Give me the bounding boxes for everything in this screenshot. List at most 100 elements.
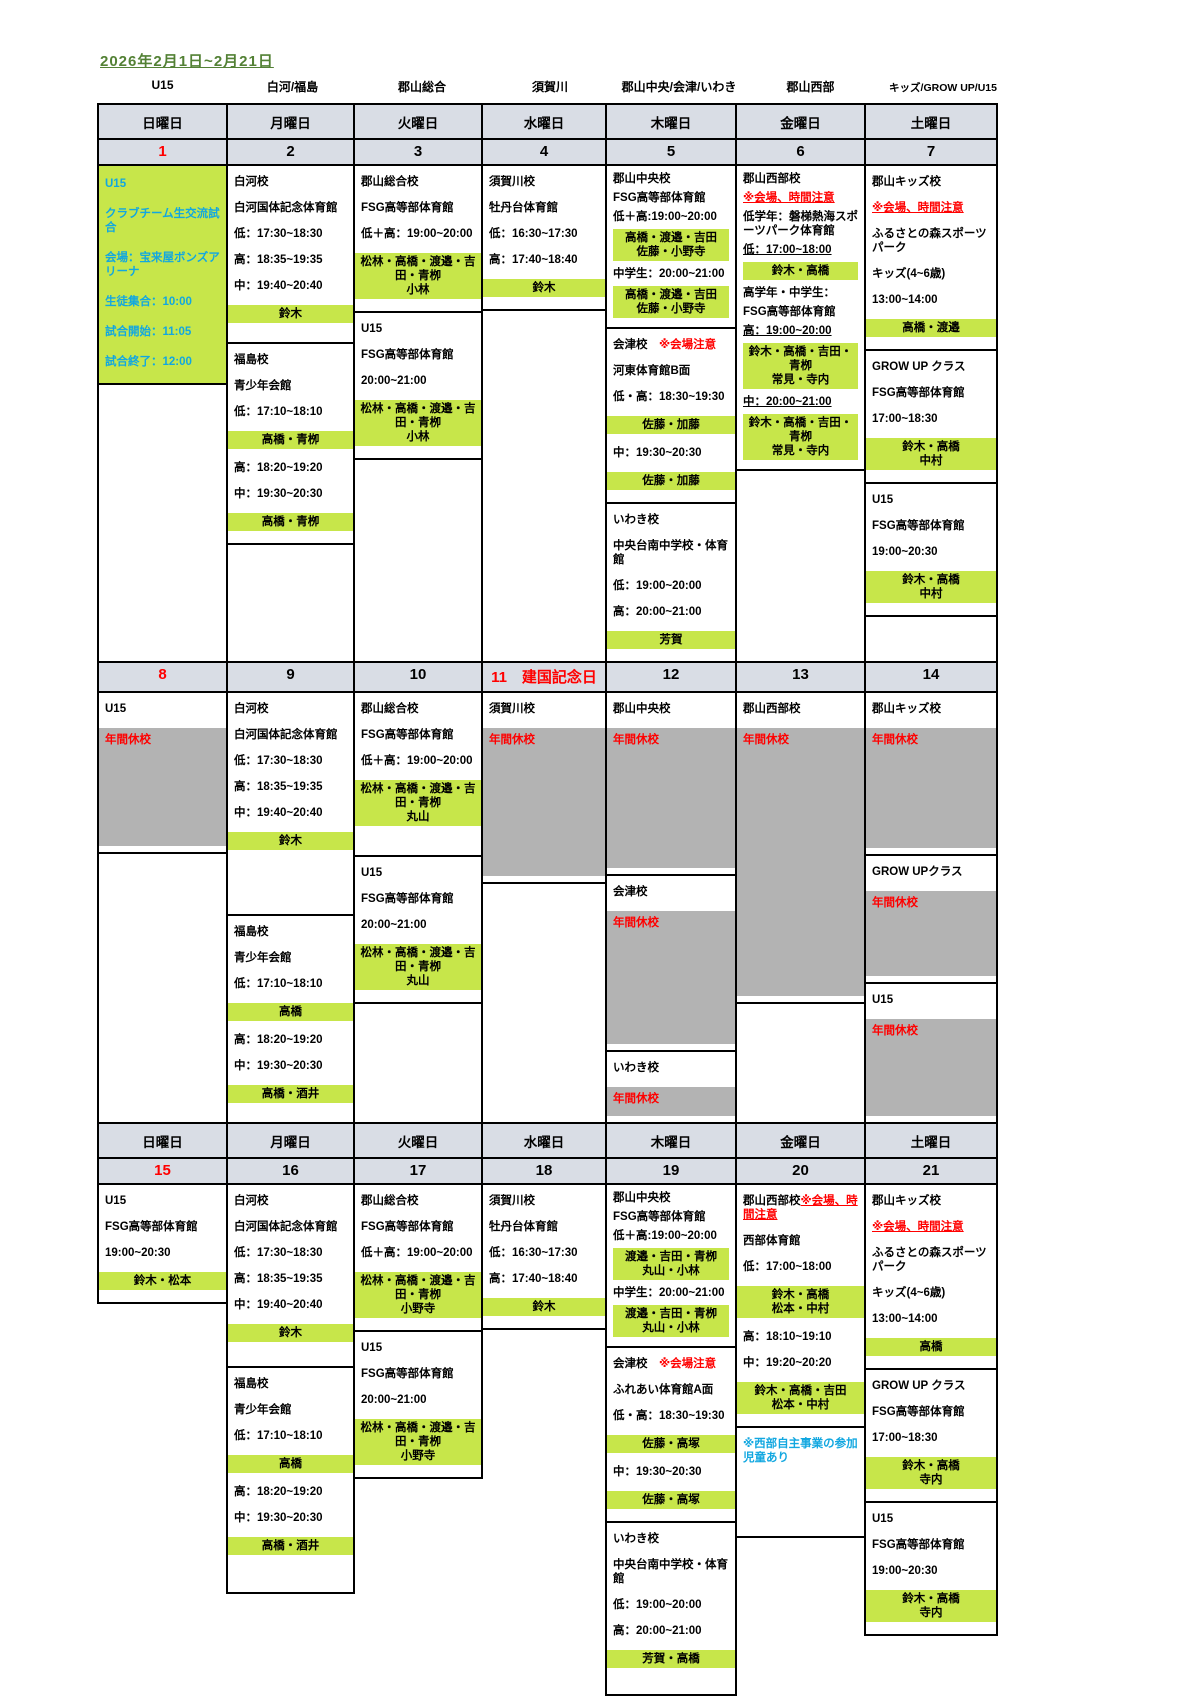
- schedule-cell: 白河校 白河国体記念体育館 低：17:30~18:30 高：18:35~19:35 中：…: [226, 1183, 355, 1368]
- schedule-line: 高：18:20~19:20: [234, 1486, 323, 1498]
- schedule-cell: U15 FSG高等部体育館 20:00~21:00 松林・高橋・渡邉・吉田・青栁 丸山: [353, 855, 483, 1004]
- schedule-line: 20:00~21:00: [361, 919, 427, 931]
- date-cell: 20: [735, 1157, 866, 1185]
- schedule-line: 17:00~18:30: [872, 413, 938, 425]
- schedule-line: 中：20:00~21:00: [743, 395, 832, 408]
- schedule-cell: いわき校 中央台南中学校・体育館 低：19:00~20:00 高：20:00~21:0…: [605, 1521, 737, 1696]
- schedule-cell: U15 FSG高等部体育館 19:00~20:30 鈴木・松本: [97, 1183, 228, 1304]
- schedule-line: 会場：宝来屋ボンズアリーナ: [105, 252, 220, 278]
- schedule-line: U15: [361, 323, 383, 335]
- schedule-cell: U15 FSG高等部体育館 19:00~20:30 鈴木・高橋 中村: [864, 482, 998, 617]
- schedule-cell: U15 FSG高等部体育館 19:00~20:30 鈴木・高橋 寺内: [864, 1501, 998, 1636]
- staff-highlight: 鈴木・高橋 中村: [866, 571, 996, 603]
- schedule-cell: U15 クラブチーム生交流試合 会場：宝来屋ボンズアリーナ 生徒集合：10:00 試合開…: [97, 164, 228, 385]
- staff-highlight: 松林・高橋・渡邉・吉田・青栁 小野寺: [355, 1419, 481, 1465]
- day-column: U15 FSG高等部体育館 19:00~20:30 鈴木・松本: [97, 1183, 228, 1304]
- schedule-line: FSG高等部体育館: [361, 1221, 454, 1233]
- closed-notice: 年間休校: [607, 728, 735, 868]
- staff-highlight: 鈴木: [228, 1324, 353, 1342]
- schedule-cell: ※西部自主事業の参加児童あり: [735, 1426, 866, 1538]
- day-header-cell: 火曜日: [353, 1122, 483, 1159]
- day-column: 郡山中央校 年間休校 会津校 年間休校 いわき校 年間休校: [605, 691, 737, 1124]
- schedule-cell: [735, 1002, 866, 1124]
- day-column: U15 クラブチーム生交流試合 会場：宝来屋ボンズアリーナ 生徒集合：10:00 試合開…: [97, 164, 228, 663]
- day-header-cell: 金曜日: [735, 103, 866, 140]
- schedule-line: 会津校: [613, 886, 648, 898]
- schedule-line: キッズ(4~6歳): [872, 1287, 946, 1299]
- schedule-cell: [226, 543, 355, 663]
- schedule-line: 郡山総合校: [361, 703, 419, 715]
- schedule-line: 低：16:30~17:30: [489, 1247, 578, 1259]
- schedule-cell: 会津校 年間休校: [605, 874, 737, 1052]
- schedule-line: いわき校: [613, 514, 659, 526]
- schedule-line: 低＋高:19:00~20:00: [613, 1229, 717, 1242]
- staff-highlight: 鈴木: [483, 279, 605, 297]
- schedule-cell: 郡山中央校 年間休校: [605, 691, 737, 876]
- staff-highlight: 松林・高橋・渡邉・吉田・青栁 丸山: [355, 780, 481, 826]
- schedule-line: 中学生：20:00~21:00: [613, 267, 725, 280]
- schedule-line: 高学年・中学生：: [743, 286, 835, 299]
- group-label: U15: [151, 78, 174, 92]
- schedule-line: 中：19:40~20:40: [234, 1299, 323, 1311]
- schedule-cell: 郡山キッズ校 年間休校: [864, 691, 998, 856]
- schedule-line: 19:00~20:30: [872, 1565, 938, 1577]
- schedule-line: FSG高等部体育館: [361, 893, 454, 905]
- day-header-cell: 木曜日: [605, 103, 737, 140]
- schedule-line: 牡丹台体育館: [489, 202, 558, 214]
- staff-highlight: 鈴木・高橋 寺内: [866, 1457, 996, 1489]
- date-cell: 2: [226, 138, 355, 166]
- schedule-line: U15: [361, 867, 383, 879]
- schedule-line: U15: [872, 994, 894, 1006]
- schedule-cell: 郡山総合校 FSG高等部体育館 低＋高：19:00~20:00 松林・高橋・渡邉・吉田…: [353, 691, 483, 857]
- schedule-line: 低・高：18:30~19:30: [613, 1410, 725, 1422]
- staff-highlight: 高橋・青栁: [228, 431, 353, 449]
- staff-highlight: 高橋・酒井: [228, 1085, 353, 1103]
- staff-highlight: 高橋: [228, 1455, 353, 1473]
- schedule-line: U15: [105, 178, 127, 190]
- schedule-line: 低：17:10~18:10: [234, 406, 323, 418]
- schedule-cell: 須賀川校 年間休校: [481, 691, 607, 884]
- date-cell: 16: [226, 1157, 355, 1185]
- staff-highlight: 鈴木・高橋 松本・中村: [737, 1286, 864, 1318]
- schedule-line: 低：17:30~18:30: [234, 755, 323, 767]
- schedule-cell: 郡山西部校 年間休校: [735, 691, 866, 1004]
- schedule-line: FSG高等部体育館: [361, 729, 454, 741]
- staff-highlight: 鈴木・高橋・吉田 松本・中村: [737, 1382, 864, 1414]
- schedule-line: GROW UP クラス: [872, 1380, 966, 1392]
- day-column: 須賀川校 年間休校: [481, 691, 607, 1124]
- schedule-cell: [97, 383, 228, 663]
- date-cell: 17: [353, 1157, 483, 1185]
- schedule-line: 13:00~14:00: [872, 294, 938, 306]
- calendar-table: 日曜日 月曜日 火曜日 水曜日 木曜日 金曜日 土曜日 1 2 3 4 5 6 7 U15 クラブチーム生交流…: [97, 103, 998, 1696]
- closed-notice: 年間休校: [99, 728, 226, 846]
- schedule-line: FSG高等部体育館: [361, 202, 454, 214]
- schedule-cell: U15 年間休校: [97, 691, 228, 854]
- schedule-line: 20:00~21:00: [361, 1394, 427, 1406]
- schedule-line: 郡山総合校: [361, 176, 419, 188]
- schedule-cell: GROW UPクラス 年間休校: [864, 854, 998, 984]
- schedule-line: 牡丹台体育館: [489, 1221, 558, 1233]
- schedule-cell: GROW UP クラス FSG高等部体育館 17:00~18:30 鈴木・高橋 寺内: [864, 1368, 998, 1503]
- staff-highlight: 鈴木・高橋・吉田・青栁 常見・寺内: [743, 343, 858, 389]
- schedule-line: クラブチーム生交流試合: [105, 208, 220, 234]
- schedule-line: 低学年：磐梯熱海スポーツパーク体育館: [743, 210, 858, 237]
- day-header-cell: 月曜日: [226, 103, 355, 140]
- schedule-line: 高：19:00~20:00: [743, 324, 832, 337]
- schedule-line: 西部体育館: [743, 1235, 801, 1247]
- schedule-line: 高：18:35~19:35: [234, 781, 323, 793]
- staff-highlight: 渡邉・吉田・青栁 丸山・小林: [613, 1248, 729, 1280]
- closed-notice: 年間休校: [737, 728, 864, 996]
- schedule-line: 青少年会館: [234, 1404, 292, 1416]
- schedule-line: 中：19:30~20:30: [613, 1466, 702, 1478]
- day-column: 白河校 白河国体記念体育館 低：17:30~18:30 高：18:35~19:35 中：…: [226, 691, 355, 1124]
- date-cell: 9: [226, 661, 355, 693]
- schedule-cell: 福島校 青少年会館 低：17:10~18:10 高橋 高：18:20~19:20 中：19…: [226, 914, 355, 1124]
- staff-highlight: 鈴木: [228, 832, 353, 850]
- schedule-line: 白河国体記念体育館: [234, 729, 338, 741]
- day-header-row: 日曜日 月曜日 火曜日 水曜日 木曜日 金曜日 土曜日: [97, 103, 998, 140]
- staff-highlight: 鈴木・高橋・吉田・青栁 常見・寺内: [743, 414, 858, 460]
- schedule-line: U15: [105, 1195, 127, 1207]
- staff-highlight: 渡邉・吉田・青栁 丸山・小林: [613, 1305, 729, 1337]
- schedule-cell: 郡山総合校 FSG高等部体育館 低＋高：19:00~20:00 松林・高橋・渡邉・吉田…: [353, 1183, 483, 1332]
